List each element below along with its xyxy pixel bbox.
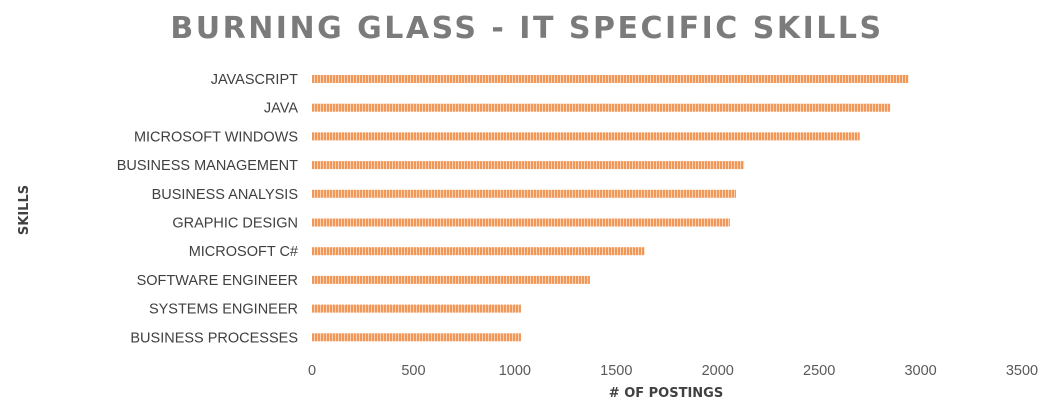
x-tick-label: 2500 [803, 363, 835, 379]
x-tick-labels: 0 500 1000 1500 2000 2500 3000 3500 [308, 363, 1038, 379]
category-label: SOFTWARE ENGINEER [137, 273, 298, 289]
category-label: BUSINESS PROCESSES [130, 330, 298, 346]
bar [312, 161, 745, 170]
x-tick-label: 1000 [499, 363, 531, 379]
category-labels: JAVASCRIPT JAVA MICROSOFT WINDOWS BUSINESS … [117, 72, 299, 346]
chart-title: BURNING GLASS - IT SPECIFIC SKILLS [170, 11, 883, 46]
category-label: BUSINESS MANAGEMENT [117, 158, 298, 174]
x-axis-title: # OF POSTINGS [609, 386, 723, 401]
category-label: SYSTEMS ENGINEER [149, 302, 298, 318]
bar [312, 275, 590, 284]
category-label: MICROSOFT WINDOWS [134, 129, 298, 145]
x-tick-label: 3500 [1006, 363, 1038, 379]
x-tick-label: 500 [401, 363, 425, 379]
bar [312, 218, 730, 227]
x-tick-label: 2000 [702, 363, 734, 379]
category-label: MICROSOFT C# [189, 244, 298, 260]
x-tick-label: 1500 [600, 363, 632, 379]
y-axis-title: SKILLS [17, 185, 32, 235]
bar [312, 247, 645, 256]
bar [312, 132, 860, 141]
category-label: JAVASCRIPT [211, 72, 298, 88]
bar [312, 304, 521, 313]
category-label: JAVA [264, 101, 298, 117]
bars-layer [312, 75, 909, 342]
x-tick-label: 0 [308, 363, 316, 379]
bar [312, 333, 521, 342]
x-tick-label: 3000 [904, 363, 936, 379]
category-label: GRAPHIC DESIGN [172, 216, 298, 232]
category-label: BUSINESS ANALYSIS [152, 187, 298, 203]
bar [312, 189, 736, 198]
bar [312, 75, 909, 83]
bar [312, 103, 891, 112]
